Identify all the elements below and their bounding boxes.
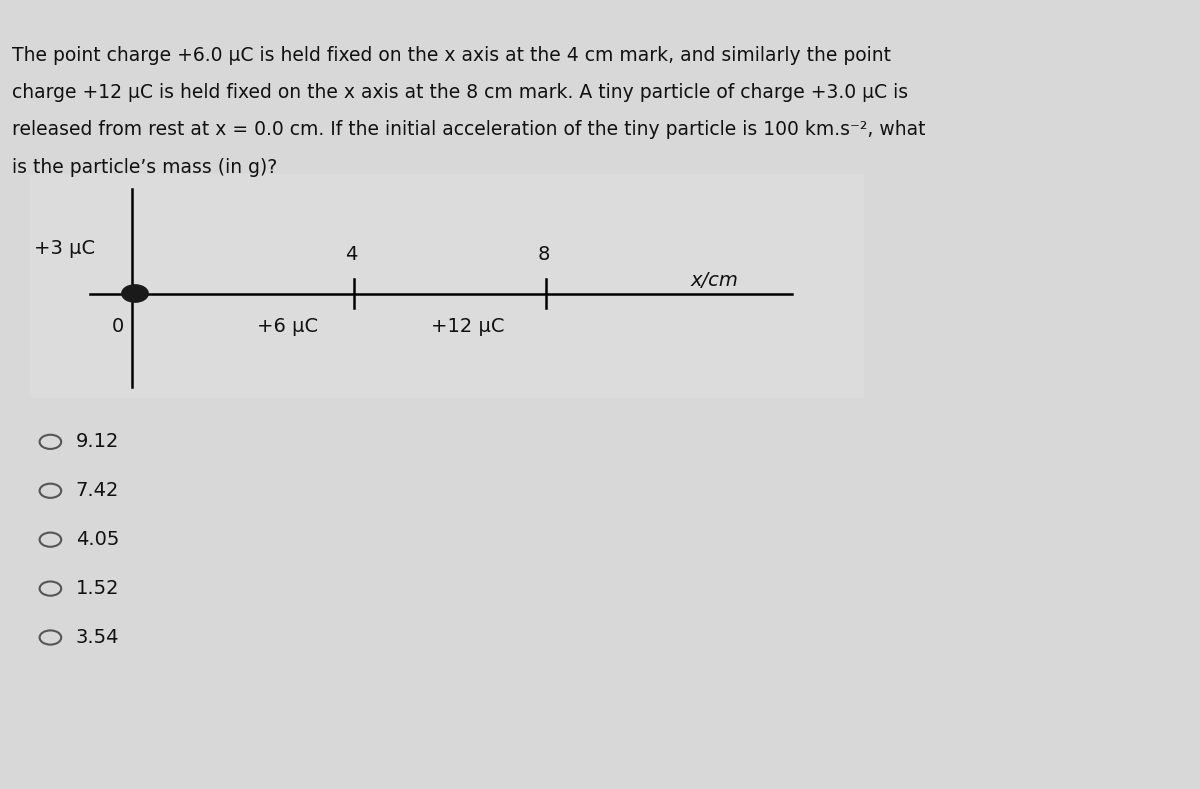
Text: 1.52: 1.52 bbox=[76, 579, 119, 598]
Text: 4: 4 bbox=[346, 245, 358, 264]
Text: 3.54: 3.54 bbox=[76, 628, 119, 647]
FancyBboxPatch shape bbox=[30, 174, 864, 398]
Text: is the particle’s mass (in g)?: is the particle’s mass (in g)? bbox=[12, 158, 277, 177]
Text: 0: 0 bbox=[112, 317, 124, 336]
Text: charge +12 μC is held fixed on the x axis at the 8 cm mark. A tiny particle of c: charge +12 μC is held fixed on the x axi… bbox=[12, 83, 908, 102]
Text: released from rest at x = 0.0 cm. If the initial acceleration of the tiny partic: released from rest at x = 0.0 cm. If the… bbox=[12, 120, 925, 139]
Circle shape bbox=[122, 285, 149, 302]
Text: The point charge +6.0 μC is held fixed on the x axis at the 4 cm mark, and simil: The point charge +6.0 μC is held fixed o… bbox=[12, 46, 890, 65]
Text: 8: 8 bbox=[538, 245, 550, 264]
Text: +6 μC: +6 μC bbox=[258, 317, 318, 336]
Text: +3 μC: +3 μC bbox=[34, 239, 95, 258]
Text: 4.05: 4.05 bbox=[76, 530, 119, 549]
Text: 7.42: 7.42 bbox=[76, 481, 119, 500]
Text: +12 μC: +12 μC bbox=[431, 317, 505, 336]
Text: 9.12: 9.12 bbox=[76, 432, 119, 451]
Text: x/cm: x/cm bbox=[690, 271, 738, 290]
